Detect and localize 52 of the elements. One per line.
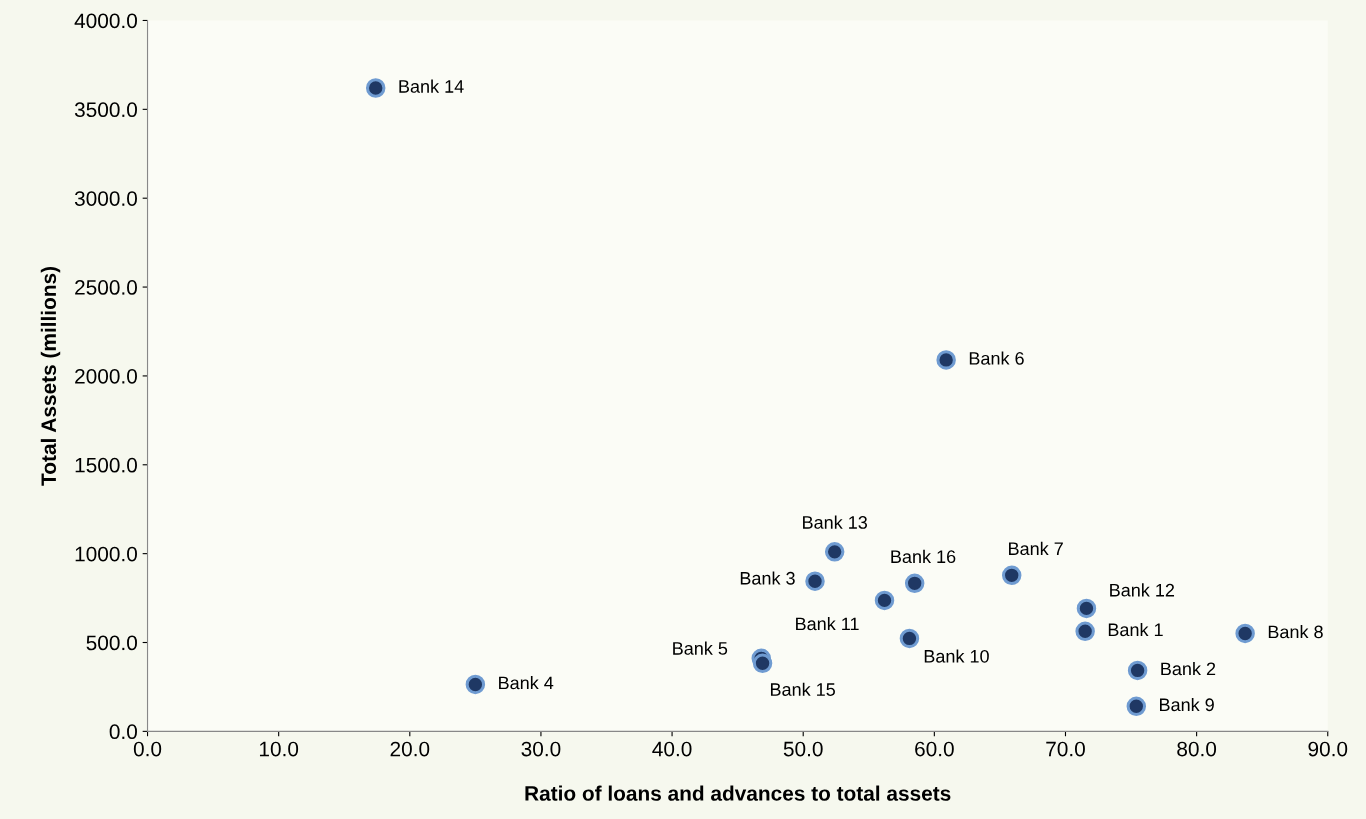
y-tick-label: 1000.0	[75, 546, 137, 562]
x-tick-label: 50.0	[783, 741, 823, 757]
y-tick-label: 1500.0	[75, 457, 137, 473]
y-tick-label: 500.0	[86, 635, 137, 651]
x-tick-label: 80.0	[1177, 741, 1217, 757]
y-tick-label: 3000.0	[74, 191, 137, 206]
point	[1126, 696, 1147, 717]
point	[1076, 598, 1097, 619]
x-tick-label: 90.0	[1308, 741, 1348, 757]
text: Bank 10	[924, 649, 989, 663]
point	[1235, 623, 1255, 644]
x-tick-label: 20.0	[390, 741, 430, 757]
text: Bank 4	[499, 676, 554, 690]
y-tick-label: 2000.0	[75, 368, 137, 384]
text: Bank 15	[770, 682, 835, 696]
point	[465, 674, 486, 695]
text: Bank 14	[399, 79, 464, 93]
x-tick-label: 10.0	[259, 741, 299, 757]
y-axis-title: Total Assets (millions)	[40, 266, 61, 486]
text: Bank 7	[1009, 541, 1063, 556]
text: Bank 9	[1160, 697, 1214, 712]
point	[899, 628, 920, 649]
text: Bank 5	[673, 641, 728, 655]
text: Bank 2	[1161, 661, 1216, 676]
x-axis-title: Ratio of loans and advances to total assets	[525, 785, 951, 801]
text: Bank 6	[969, 351, 1024, 365]
point	[936, 350, 956, 370]
text: Bank 16	[891, 549, 956, 564]
point	[1075, 621, 1095, 642]
x-tick-label: 0.0	[133, 741, 162, 757]
text: Bank 1	[1108, 622, 1163, 637]
text: Bank 11	[796, 616, 859, 631]
point	[752, 653, 773, 674]
x-tick-label: 70.0	[1046, 741, 1085, 757]
x-tick-label: 60.0	[915, 741, 954, 757]
point	[805, 571, 825, 591]
y-tick-label: 3500.0	[74, 102, 137, 118]
point	[824, 542, 845, 562]
point	[1127, 660, 1148, 681]
y-tick-label: 2500.0	[75, 280, 137, 295]
x-tick-label: 40.0	[652, 741, 692, 757]
y-tick-label: 4000.0	[74, 13, 137, 29]
y-tick-label: 0.0	[109, 724, 137, 740]
text: Bank 8	[1268, 625, 1323, 639]
x-tick-label: 30.0	[521, 741, 561, 757]
text: Bank 12	[1110, 583, 1175, 597]
point	[1001, 565, 1022, 586]
point	[365, 78, 386, 98]
text: Bank 3	[740, 571, 795, 585]
point	[904, 573, 925, 594]
point	[874, 590, 895, 611]
text: Bank 13	[803, 515, 868, 529]
